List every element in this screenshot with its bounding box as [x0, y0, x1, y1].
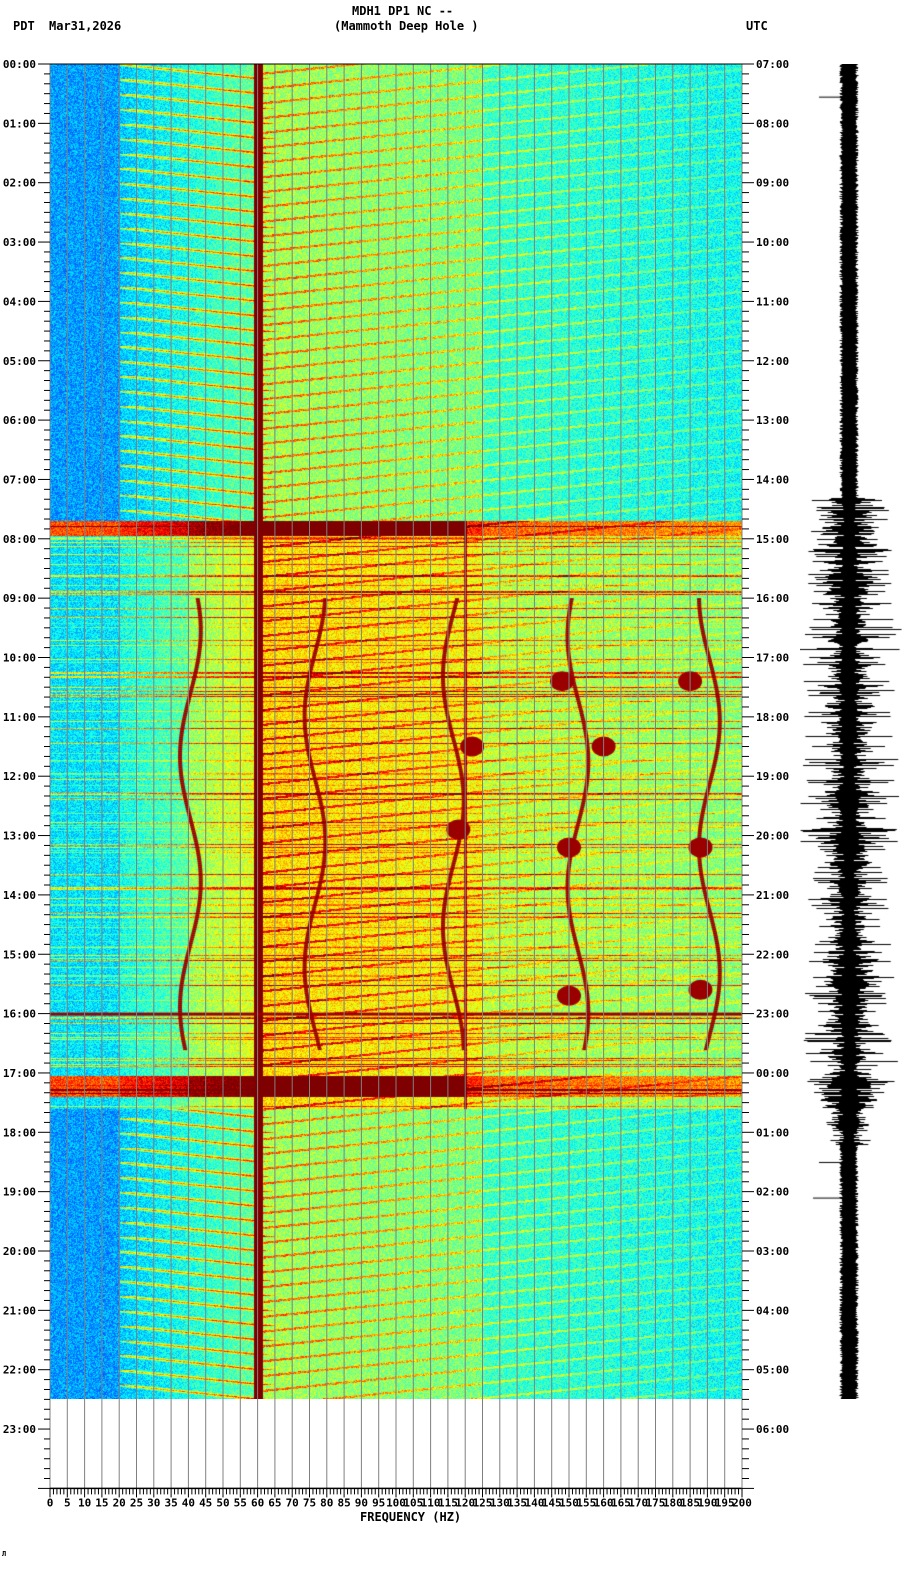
x-tick-label: 105: [403, 1496, 423, 1509]
left-time-label: 05:00: [3, 355, 36, 368]
right-time-label: 17:00: [756, 652, 789, 665]
left-time-label: 17:00: [3, 1067, 36, 1080]
left-time-label: 02:00: [3, 177, 36, 190]
right-time-label: 22:00: [756, 948, 789, 961]
left-time-label: 07:00: [3, 473, 36, 486]
x-tick-label: 5: [64, 1496, 71, 1509]
x-tick-label: 20: [113, 1496, 126, 1509]
x-tick-label: 95: [372, 1496, 385, 1509]
x-tick-label: 115: [438, 1496, 458, 1509]
right-time-label: 08:00: [756, 117, 789, 130]
x-tick-label: 180: [663, 1496, 683, 1509]
x-tick-label: 30: [147, 1496, 160, 1509]
left-time-label: 09:00: [3, 592, 36, 605]
seismogram-trace: [800, 64, 902, 1399]
x-tick-label: 140: [524, 1496, 544, 1509]
x-tick-label: 160: [594, 1496, 614, 1509]
corner-mark: Л: [2, 1550, 7, 1558]
x-tick-label: 0: [47, 1496, 54, 1509]
right-time-label: 14:00: [756, 473, 789, 486]
x-tick-label: 165: [611, 1496, 631, 1509]
right-time-label: 02:00: [756, 1186, 789, 1199]
left-time-label: 00:00: [3, 58, 36, 71]
right-time-label: 11:00: [756, 295, 789, 308]
left-time-label: 14:00: [3, 889, 36, 902]
left-time-label: 15:00: [3, 948, 36, 961]
x-tick-label: 15: [95, 1496, 108, 1509]
x-tick-label: 85: [337, 1496, 350, 1509]
x-tick-label: 10: [78, 1496, 91, 1509]
left-timezone: PDT: [13, 19, 35, 33]
x-tick-label: 65: [268, 1496, 281, 1509]
left-time-label: 01:00: [3, 117, 36, 130]
left-time-label: 18:00: [3, 1126, 36, 1139]
x-tick-label: 35: [164, 1496, 177, 1509]
left-time-label: 03:00: [3, 236, 36, 249]
right-time-label: 00:00: [756, 1067, 789, 1080]
x-tick-label: 185: [680, 1496, 700, 1509]
right-time-label: 13:00: [756, 414, 789, 427]
x-tick-label: 135: [507, 1496, 527, 1509]
x-tick-label: 70: [286, 1496, 299, 1509]
x-tick-label: 50: [216, 1496, 229, 1509]
right-time-label: 12:00: [756, 355, 789, 368]
right-time-label: 06:00: [756, 1423, 789, 1436]
x-tick-label: 190: [697, 1496, 717, 1509]
left-time-label: 04:00: [3, 295, 36, 308]
right-timezone: UTC: [746, 19, 768, 33]
x-tick-label: 195: [715, 1496, 735, 1509]
x-tick-label: 145: [542, 1496, 562, 1509]
right-time-label: 23:00: [756, 1008, 789, 1021]
left-time-label: 08:00: [3, 533, 36, 546]
x-tick-label: 175: [646, 1496, 666, 1509]
x-tick-label: 125: [473, 1496, 493, 1509]
x-axis-label: FREQUENCY (HZ): [360, 1510, 462, 1524]
left-time-label: 13:00: [3, 830, 36, 843]
x-tick-label: 60: [251, 1496, 264, 1509]
x-tick-label: 200: [732, 1496, 752, 1509]
left-time-label: 20:00: [3, 1245, 36, 1258]
x-tick-label: 110: [421, 1496, 441, 1509]
left-time-label: 22:00: [3, 1364, 36, 1377]
x-tick-label: 75: [303, 1496, 316, 1509]
left-time-label: 19:00: [3, 1186, 36, 1199]
right-time-label: 18:00: [756, 711, 789, 724]
x-tick-label: 130: [490, 1496, 510, 1509]
x-tick-label: 80: [320, 1496, 333, 1509]
x-tick-label: 155: [576, 1496, 596, 1509]
right-time-label: 01:00: [756, 1126, 789, 1139]
left-time-label: 11:00: [3, 711, 36, 724]
x-tick-label: 150: [559, 1496, 579, 1509]
x-tick-label: 90: [355, 1496, 368, 1509]
left-time-label: 16:00: [3, 1008, 36, 1021]
station-name: (Mammoth Deep Hole ): [334, 19, 479, 33]
date-label: Mar31,2026: [49, 19, 122, 33]
left-time-label: 06:00: [3, 414, 36, 427]
x-tick-label: 100: [386, 1496, 406, 1509]
right-time-label: 04:00: [756, 1304, 789, 1317]
x-tick-label: 45: [199, 1496, 212, 1509]
x-tick-label: 40: [182, 1496, 195, 1509]
right-time-label: 03:00: [756, 1245, 789, 1258]
right-time-label: 10:00: [756, 236, 789, 249]
right-time-label: 16:00: [756, 592, 789, 605]
right-time-label: 15:00: [756, 533, 789, 546]
x-tick-label: 55: [234, 1496, 247, 1509]
x-tick-label: 170: [628, 1496, 648, 1509]
station-line: MDH1 DP1 NC --: [352, 4, 454, 18]
right-time-label: 09:00: [756, 177, 789, 190]
right-time-label: 19:00: [756, 770, 789, 783]
right-time-label: 07:00: [756, 58, 789, 71]
left-time-label: 23:00: [3, 1423, 36, 1436]
x-tick-label: 25: [130, 1496, 143, 1509]
left-time-label: 21:00: [3, 1304, 36, 1317]
x-tick-label: 120: [455, 1496, 475, 1509]
right-time-label: 05:00: [756, 1364, 789, 1377]
right-time-label: 20:00: [756, 830, 789, 843]
right-time-label: 21:00: [756, 889, 789, 902]
left-time-label: 12:00: [3, 770, 36, 783]
left-time-label: 10:00: [3, 652, 36, 665]
